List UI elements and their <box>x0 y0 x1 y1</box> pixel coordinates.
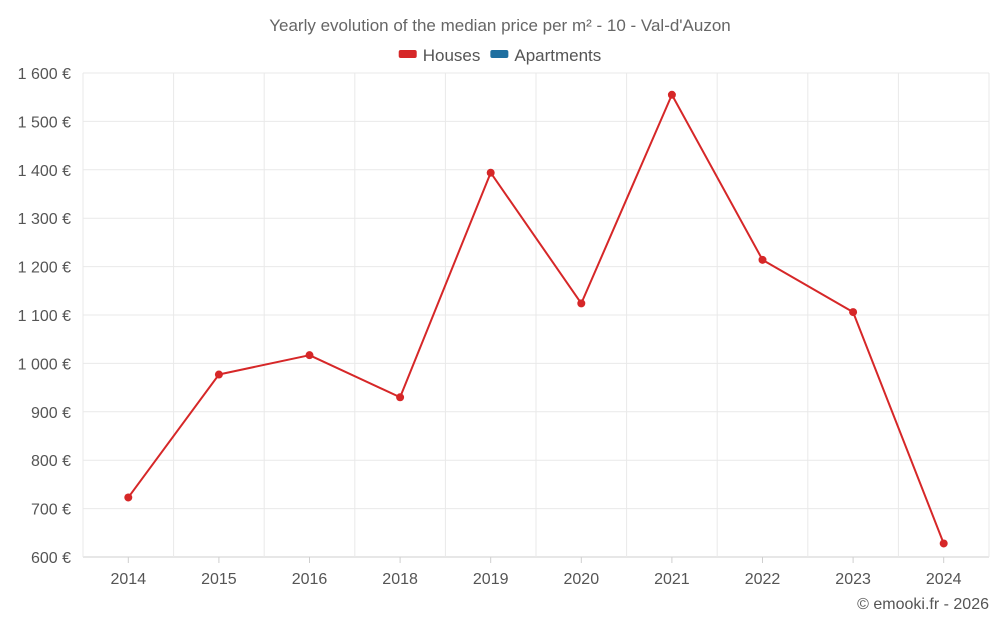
data-point[interactable] <box>577 299 586 308</box>
y-axis-ticks: 600 € 700 € 800 € 900 € 1 000 € 1 100 € 1 200 … <box>18 66 71 567</box>
data-point[interactable] <box>849 308 858 317</box>
x-tick-label: 2022 <box>745 571 781 588</box>
series-line-houses <box>127 93 945 544</box>
y-tick-label: 1 100 € <box>18 308 71 325</box>
y-tick-label: 900 € <box>31 405 71 422</box>
legend-swatch <box>490 50 509 58</box>
legend-label: Houses <box>423 46 481 65</box>
credit-text: © emooki.fr - 2026 <box>857 596 989 613</box>
x-tick-label: 2021 <box>654 571 690 588</box>
y-tick-label: 1 600 € <box>18 66 71 83</box>
y-tick-label: 1 300 € <box>18 211 71 228</box>
y-tick-label: 1 500 € <box>18 114 71 131</box>
x-tick-label: 2023 <box>835 571 871 588</box>
data-point[interactable] <box>667 90 676 99</box>
legend: Houses Apartments <box>398 46 601 65</box>
x-tick-label: 2020 <box>564 571 600 588</box>
y-tick-label: 1 000 € <box>18 356 71 373</box>
data-point[interactable] <box>486 168 495 177</box>
y-tick-label: 1 400 € <box>18 163 71 180</box>
data-point[interactable] <box>124 493 133 502</box>
x-tick-label: 2016 <box>292 571 328 588</box>
legend-item-apartments[interactable]: Apartments <box>490 46 601 65</box>
series-layer <box>124 90 948 548</box>
data-point[interactable] <box>939 539 948 548</box>
data-point[interactable] <box>758 255 767 264</box>
y-tick-label: 800 € <box>31 453 71 470</box>
data-point[interactable] <box>214 370 223 379</box>
x-axis-ticks: 2014 2015 2016 2018 2019 2020 2021 2022 2023 2024 <box>111 557 962 588</box>
data-point[interactable] <box>396 393 405 402</box>
x-tick-label: 2024 <box>926 571 962 588</box>
legend-label: Apartments <box>514 46 601 65</box>
chart-title: Yearly evolution of the median price per… <box>269 16 731 35</box>
x-tick-label: 2015 <box>201 571 237 588</box>
x-tick-label: 2014 <box>111 571 147 588</box>
y-tick-label: 700 € <box>31 502 71 519</box>
legend-item-houses[interactable]: Houses <box>398 46 481 65</box>
legend-swatch <box>398 50 417 58</box>
x-tick-label: 2018 <box>382 571 418 588</box>
y-tick-label: 600 € <box>31 550 71 567</box>
grid <box>82 72 990 558</box>
data-point[interactable] <box>305 351 314 360</box>
x-tick-label: 2019 <box>473 571 509 588</box>
y-tick-label: 1 200 € <box>18 260 71 277</box>
